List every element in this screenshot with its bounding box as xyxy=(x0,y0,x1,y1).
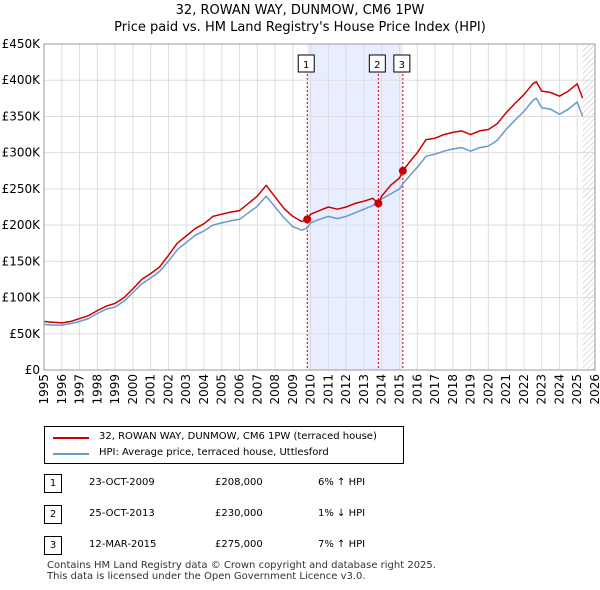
x-tick-label: 2000 xyxy=(126,374,140,405)
x-tick-label: 1997 xyxy=(73,374,87,405)
y-tick-label: £300K xyxy=(2,146,42,160)
x-tick-label: 1995 xyxy=(37,374,51,405)
transaction-hpi-diff: 1% ↓ HPI xyxy=(318,508,366,519)
x-tick-label: 2001 xyxy=(144,374,158,405)
sale-marker xyxy=(398,166,407,175)
x-tick-label: 2023 xyxy=(535,374,549,405)
y-tick-label: £250K xyxy=(2,182,42,196)
legend: 32, ROWAN WAY, DUNMOW, CM6 1PW (terraced… xyxy=(44,426,404,464)
transaction-box xyxy=(393,54,411,73)
x-tick-label: 2026 xyxy=(588,374,600,405)
x-tick-label: 2012 xyxy=(339,374,353,405)
y-tick-label: £350K xyxy=(2,109,42,123)
y-tick-label: £50K xyxy=(9,327,41,341)
x-tick-label: 2005 xyxy=(215,374,229,405)
legend-swatch-property xyxy=(53,437,89,439)
x-tick-label: 2003 xyxy=(179,374,193,405)
property-line xyxy=(44,80,584,324)
transaction-price: £208,000 xyxy=(215,477,263,488)
y-tick-label: £450K xyxy=(2,37,42,51)
transaction-box-label: 3 xyxy=(399,60,405,71)
x-tick-label: 2009 xyxy=(286,374,300,405)
footer: Contains HM Land Registry data © Crown c… xyxy=(47,560,436,582)
transaction-box-label: 2 xyxy=(374,60,380,71)
transaction-hpi-diff: 7% ↑ HPI xyxy=(318,539,366,550)
x-tick-label: 2018 xyxy=(446,374,460,405)
transaction-badge: 1 xyxy=(44,474,62,493)
transaction-hpi-diff: 6% ↑ HPI xyxy=(318,477,366,488)
plot-frame xyxy=(43,43,596,371)
x-tick-label: 2019 xyxy=(464,374,478,405)
x-tick-label: 2004 xyxy=(197,374,211,405)
x-tick-label: 2024 xyxy=(552,374,566,405)
x-tick-label: 2025 xyxy=(570,374,584,405)
transaction-box xyxy=(368,54,386,73)
chart-subtitle: Price paid vs. HM Land Registry's House … xyxy=(114,20,486,35)
y-tick-label: £0 xyxy=(25,363,40,377)
legend-swatch-hpi xyxy=(53,453,89,455)
chart-title: 32, ROWAN WAY, DUNMOW, CM6 1PW xyxy=(175,3,425,18)
y-tick-label: £150K xyxy=(2,254,42,268)
x-tick-label: 2020 xyxy=(481,374,495,405)
hpi-line xyxy=(44,97,584,326)
x-tick-label: 1996 xyxy=(55,374,69,405)
x-tick-label: 2022 xyxy=(517,374,531,405)
transaction-box xyxy=(297,54,315,73)
x-tick-label: 2006 xyxy=(233,374,247,405)
transaction-date: 12-MAR-2015 xyxy=(89,539,157,550)
price-chart: 1 2 3 £0 £50K £100K £150K £200K £250K £300K £350K… xyxy=(2,37,600,405)
x-tick-label: 2011 xyxy=(321,374,335,405)
x-tick-label: 1999 xyxy=(108,374,122,405)
x-tick-label: 2017 xyxy=(428,374,442,405)
y-tick-label: £100K xyxy=(2,291,42,305)
legend-label-hpi: HPI: Average price, terraced house, Uttl… xyxy=(99,447,329,458)
x-tick-label: 2007 xyxy=(250,374,264,405)
footer-copyright: Contains HM Land Registry data © Crown c… xyxy=(47,560,436,571)
x-tick-label: 2014 xyxy=(375,374,389,405)
transaction-box-label: 1 xyxy=(303,60,309,71)
x-tick-label: 2008 xyxy=(268,374,282,405)
x-tick-label: 2013 xyxy=(357,374,371,405)
transaction-price: £230,000 xyxy=(215,508,263,519)
sale-marker xyxy=(303,215,312,224)
x-tick-label: 2010 xyxy=(304,374,318,405)
transaction-date: 23-OCT-2009 xyxy=(89,477,155,488)
shaded-ownership-region xyxy=(307,44,403,370)
hatched-region xyxy=(582,44,595,370)
x-tick-label: 2002 xyxy=(161,374,175,405)
y-tick-label: £400K xyxy=(2,73,42,87)
sale-marker xyxy=(374,199,383,208)
transaction-badge: 3 xyxy=(44,536,62,555)
x-tick-label: 2015 xyxy=(392,374,406,405)
x-tick-label: 2016 xyxy=(410,374,424,405)
footer-licence: This data is licensed under the Open Gov… xyxy=(47,571,366,582)
legend-label-property: 32, ROWAN WAY, DUNMOW, CM6 1PW (terraced… xyxy=(99,431,377,442)
x-tick-label: 1998 xyxy=(90,374,104,405)
y-tick-label: £200K xyxy=(2,218,42,232)
transaction-date: 25-OCT-2013 xyxy=(89,508,155,519)
transaction-price: £275,000 xyxy=(215,539,263,550)
x-tick-label: 2021 xyxy=(499,374,513,405)
transaction-badge: 2 xyxy=(44,505,62,524)
